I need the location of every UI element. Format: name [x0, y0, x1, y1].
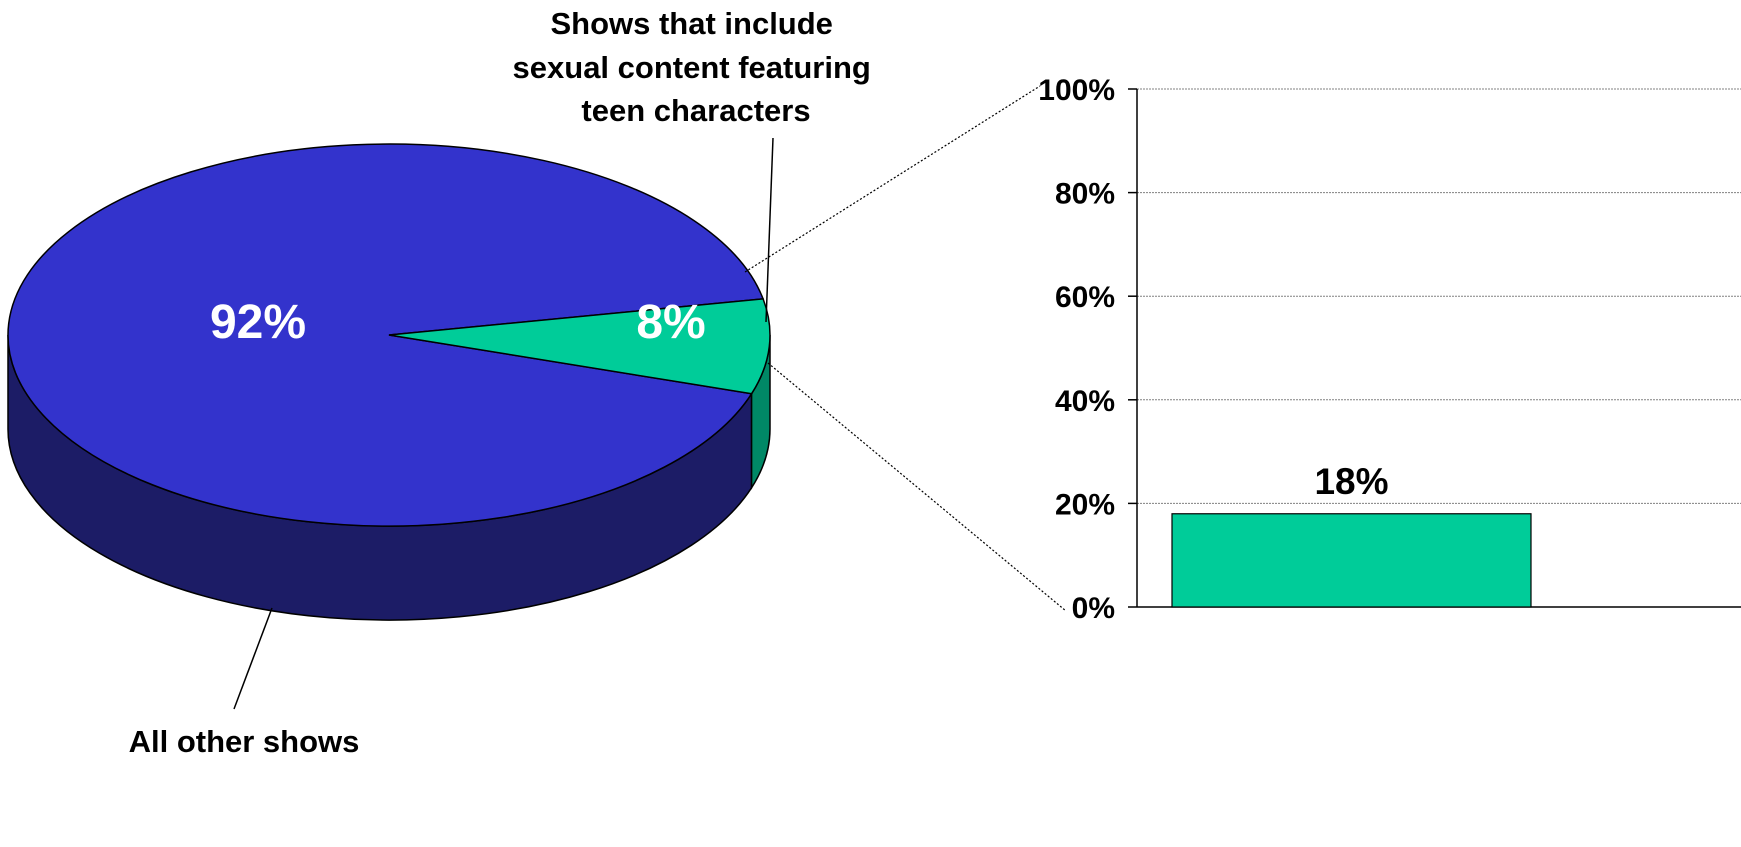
- pie-category-label-teen: Shows that include sexual content featur…: [513, 6, 880, 128]
- pie-category-label-teen-line-2: sexual content featuring: [513, 50, 871, 85]
- bar-y-ticks: 0% 20% 40% 60% 80% 100%: [1038, 74, 1137, 625]
- bar-marks: 18%: [1171, 461, 1532, 608]
- pie-category-label-teen-line-3: teen characters: [581, 93, 810, 128]
- bar-y-tick-label: 40%: [1055, 385, 1115, 418]
- bar-data-label: 18%: [1314, 461, 1388, 502]
- leader-line-teen: [765, 137, 774, 323]
- pie-category-label-other: All other shows: [129, 724, 360, 759]
- pie-category-label-teen-line-1: Shows that include: [550, 6, 832, 41]
- connector-line-bottom: [767, 362, 1067, 612]
- bar-chart: 0% 20% 40% 60% 80% 100% 18%: [1038, 74, 1741, 625]
- pie-slice-other: [7, 143, 765, 527]
- bar-y-tick-label: 0%: [1072, 592, 1115, 625]
- leader-line-other: [233, 607, 273, 710]
- bar-gridlines: [1137, 88, 1741, 504]
- bar-y-tick-label: 80%: [1055, 178, 1115, 211]
- bar-y-tick-label: 100%: [1038, 74, 1115, 107]
- bar-y-tick-label: 20%: [1055, 488, 1115, 521]
- bar-y-tick-label: 60%: [1055, 281, 1115, 314]
- pie-chart: 92% 8% All other shows Shows that includ…: [7, 6, 880, 759]
- pie-value-label-teen: 8%: [636, 296, 705, 349]
- pie-value-label-other: 92%: [210, 296, 306, 349]
- bar: [1171, 513, 1532, 608]
- pie-slice-teen: [388, 298, 771, 395]
